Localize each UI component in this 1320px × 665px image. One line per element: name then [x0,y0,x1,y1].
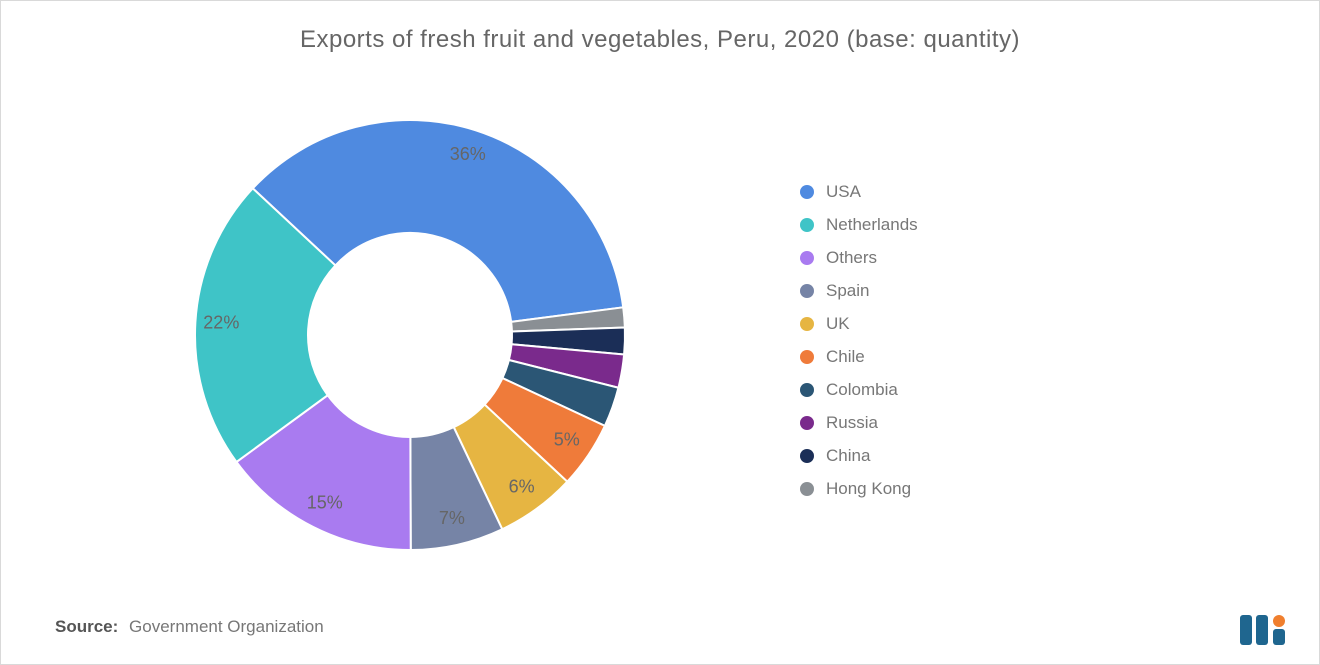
chart-legend: USA Netherlands Others Spain UK Chile Colombia… [800,175,918,505]
legend-swatch [800,383,814,397]
legend-label: Chile [826,347,865,367]
legend-item: USA [800,175,918,208]
legend-item: China [800,439,918,472]
legend-item: Chile [800,340,918,373]
legend-swatch [800,185,814,199]
legend-label: Others [826,248,877,268]
legend-item: UK [800,307,918,340]
legend-swatch [800,482,814,496]
legend-swatch [800,350,814,364]
legend-swatch [800,251,814,265]
slice-label: 5% [554,429,580,449]
legend-swatch [800,317,814,331]
slice-label: 22% [203,313,239,333]
brand-logo [1238,611,1292,647]
legend-item: Others [800,241,918,274]
legend-item: Colombia [800,373,918,406]
slice-label: 15% [307,492,343,512]
legend-label: Spain [826,281,869,301]
legend-item: Spain [800,274,918,307]
legend-swatch [800,218,814,232]
legend-label: UK [826,314,850,334]
legend-label: Hong Kong [826,479,911,499]
legend-swatch [800,416,814,430]
slice-label: 7% [439,508,465,528]
legend-label: Russia [826,413,878,433]
source-line: Source: Government Organization [55,617,324,637]
source-text: Government Organization [129,617,324,636]
legend-swatch [800,449,814,463]
legend-item: Hong Kong [800,472,918,505]
legend-swatch [800,284,814,298]
legend-label: Colombia [826,380,898,400]
legend-label: USA [826,182,861,202]
chart-title: Exports of fresh fruit and vegetables, P… [0,26,1320,54]
legend-item: Netherlands [800,208,918,241]
slice-label: 36% [450,144,486,164]
slice-label: 6% [509,476,535,496]
legend-label: China [826,446,870,466]
donut-chart: 36% 5% 6% 7% 15% 22% [170,95,650,575]
legend-item: Russia [800,406,918,439]
legend-label: Netherlands [826,215,918,235]
source-prefix: Source: [55,617,118,636]
